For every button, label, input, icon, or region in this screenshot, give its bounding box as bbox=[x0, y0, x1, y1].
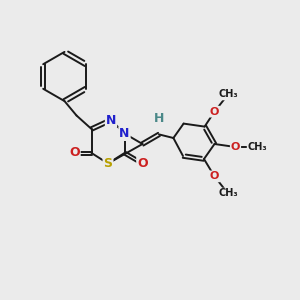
Text: CH₃: CH₃ bbox=[248, 142, 267, 152]
Text: N: N bbox=[106, 113, 116, 127]
Text: N: N bbox=[119, 127, 130, 140]
Text: CH₃: CH₃ bbox=[218, 188, 238, 199]
Text: CH₃: CH₃ bbox=[218, 89, 238, 100]
Text: O: O bbox=[137, 157, 148, 170]
Text: O: O bbox=[210, 106, 219, 117]
Text: H: H bbox=[154, 112, 164, 125]
Text: S: S bbox=[103, 157, 112, 170]
Text: O: O bbox=[210, 171, 219, 182]
Text: O: O bbox=[231, 142, 240, 152]
Text: O: O bbox=[69, 146, 80, 160]
